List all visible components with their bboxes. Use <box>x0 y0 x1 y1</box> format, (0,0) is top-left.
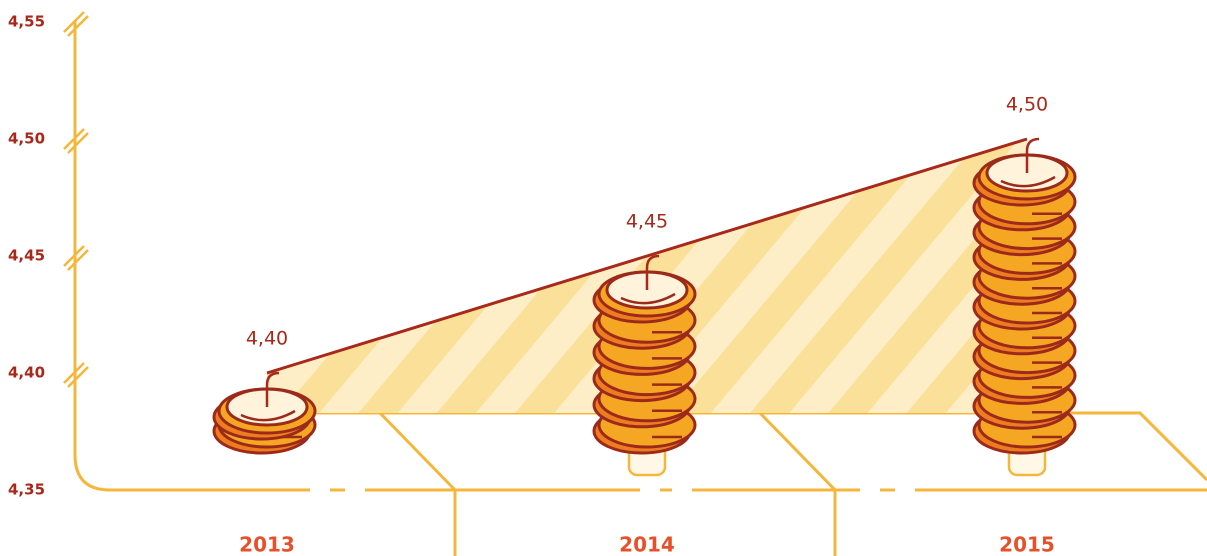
axis-break <box>63 128 89 154</box>
axis-break <box>63 362 89 388</box>
value-label: 4,45 <box>626 211 668 233</box>
x-tick-label: 2015 <box>999 533 1055 556</box>
x-tick-label: 2013 <box>239 533 295 556</box>
axis <box>73 20 1207 556</box>
coin-ring <box>620 292 676 305</box>
axis-break <box>63 11 89 37</box>
y-tick-label: 4,35 <box>8 481 45 499</box>
value-label: 4,50 <box>1006 94 1048 116</box>
coin-stack <box>972 137 1077 477</box>
value-label: 4,40 <box>246 328 288 350</box>
coin-stack <box>592 254 697 477</box>
y-tick-label: 4,55 <box>8 13 45 31</box>
plot: 4,35 4,40 4,45 4,50 4,55 4,40 2013 4,45 2014 4,50… <box>8 11 1077 556</box>
axis-break <box>63 245 89 271</box>
coin-stack <box>212 371 317 455</box>
y-tick-label: 4,50 <box>8 130 45 148</box>
stem <box>265 371 280 407</box>
coin-ring <box>1000 175 1056 188</box>
stem <box>645 254 660 290</box>
line <box>266 137 1028 375</box>
x-tick-label: 2014 <box>619 533 675 556</box>
y-tick-label: 4,45 <box>8 247 45 265</box>
coin-ring <box>240 409 296 422</box>
y-tick-label: 4,40 <box>8 364 45 382</box>
stem <box>1025 137 1040 173</box>
